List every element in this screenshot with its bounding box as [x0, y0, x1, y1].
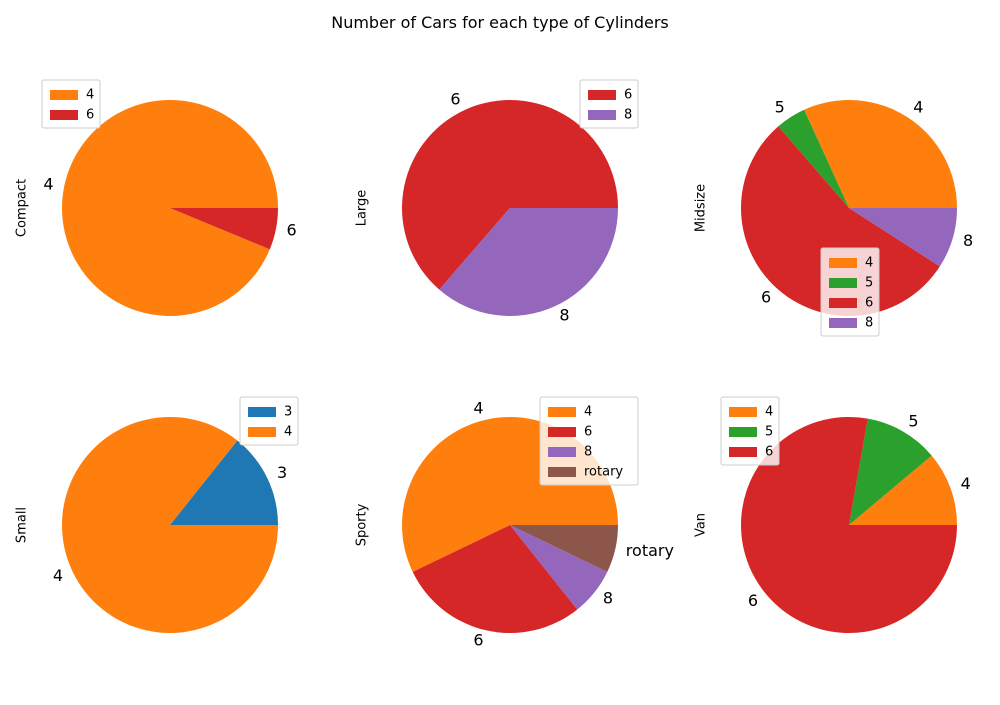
legend: 4 5 6 — [720, 396, 780, 466]
legend-label: 4 — [86, 88, 94, 103]
legend-swatch-6 — [588, 90, 616, 100]
pie-slice-6 — [741, 126, 940, 317]
slice-label: 4 — [961, 474, 971, 493]
legend-label: 5 — [865, 276, 873, 291]
slice-label: 4 — [913, 98, 923, 117]
legend-swatch-8 — [829, 318, 857, 328]
pie-slice-8 — [510, 525, 608, 610]
pie-slice-6 — [741, 417, 957, 633]
subplot-ylabel: Van — [694, 513, 709, 537]
legend-label: 6 — [624, 88, 632, 103]
legend-label: 4 — [584, 405, 592, 420]
slice-label: 8 — [559, 306, 569, 325]
subplot-ylabel: Compact — [15, 179, 30, 237]
pie-slice-6 — [170, 208, 279, 250]
legend-swatch-8 — [588, 110, 616, 120]
pie-slice-5 — [849, 418, 932, 525]
legend-label: 8 — [624, 108, 632, 123]
legend-swatch-6 — [50, 110, 78, 120]
legend-swatch-8 — [548, 447, 576, 457]
legend-swatch-4 — [248, 427, 276, 437]
legend: 46 — [41, 79, 101, 129]
legend-swatch-4 — [829, 258, 857, 268]
slice-label: 4 — [43, 174, 53, 193]
slice-label: 4 — [53, 566, 63, 585]
legend-frame — [539, 396, 639, 486]
pie-slice-4 — [849, 455, 957, 525]
legend-swatch-4 — [548, 407, 576, 417]
legend: 34 — [239, 396, 299, 446]
subplot-ylabel: Large — [355, 190, 370, 227]
slice-label: 5 — [908, 412, 918, 431]
slice-label: 8 — [603, 589, 613, 608]
slice-label: 6 — [450, 89, 460, 108]
pie-slice-8 — [439, 208, 618, 316]
legend-frame — [820, 247, 880, 337]
pie-slice-4 — [61, 100, 278, 317]
legend-label: 8 — [865, 316, 873, 331]
legend: 4 6 8 rotary — [539, 396, 639, 486]
subplot-ylabel: Small — [15, 507, 30, 543]
subplot-sporty: Sporty 4 6 8 rotary 4 6 8 rotary — [355, 396, 674, 649]
legend-swatch-6 — [829, 298, 857, 308]
legend-label: 4 — [284, 425, 292, 440]
subplot-van: Van 4 5 6 4 5 6 — [694, 396, 971, 633]
legend-label: 5 — [765, 425, 773, 440]
chart-title: Number of Cars for each type of Cylinder… — [331, 13, 669, 32]
legend-swatch-3 — [248, 407, 276, 417]
subplot-midsize: Midsize 4 5 6 8 4 5 6 8 — [694, 98, 973, 337]
legend-swatch-5 — [829, 278, 857, 288]
legend-label: 6 — [765, 445, 773, 460]
legend-swatch-6 — [729, 447, 757, 457]
legend-label: 4 — [865, 256, 873, 271]
legend-swatch-rotary — [548, 467, 576, 477]
pie-slice-3 — [170, 440, 278, 525]
pie-slice-rotary — [510, 525, 618, 572]
slice-label: 6 — [473, 630, 483, 649]
legend-label: 6 — [865, 296, 873, 311]
slice-label: 3 — [277, 463, 287, 482]
pie-slice-4 — [61, 416, 278, 633]
legend-label: 8 — [584, 445, 592, 460]
legend: 68 — [579, 79, 639, 129]
pie-slice-6 — [402, 99, 618, 290]
slice-label: 6 — [761, 287, 771, 306]
legend-label: rotary — [584, 465, 623, 480]
slice-label: 8 — [963, 231, 973, 250]
slice-label: 5 — [775, 98, 785, 117]
legend-swatch-5 — [729, 427, 757, 437]
legend-label: 6 — [584, 425, 592, 440]
legend-swatch-4 — [729, 407, 757, 417]
slice-label: 4 — [473, 399, 483, 418]
legend-swatch-6 — [548, 427, 576, 437]
subplot-ylabel: Midsize — [694, 184, 709, 232]
subplot-ylabel: Sporty — [355, 503, 370, 546]
legend: 4 5 6 8 — [820, 247, 880, 337]
slice-label: rotary — [626, 541, 674, 560]
pie-slice-5 — [778, 109, 849, 208]
pie-slice-6 — [412, 525, 578, 634]
legend-label: 4 — [765, 405, 773, 420]
legend-swatch-4 — [50, 90, 78, 100]
legend-label: 3 — [284, 405, 292, 420]
legend-label: 6 — [86, 108, 94, 123]
pie-slice-4 — [804, 100, 957, 208]
pie-slice-8 — [849, 208, 957, 267]
slice-label: 6 — [287, 221, 297, 240]
slice-label: 6 — [748, 591, 758, 610]
